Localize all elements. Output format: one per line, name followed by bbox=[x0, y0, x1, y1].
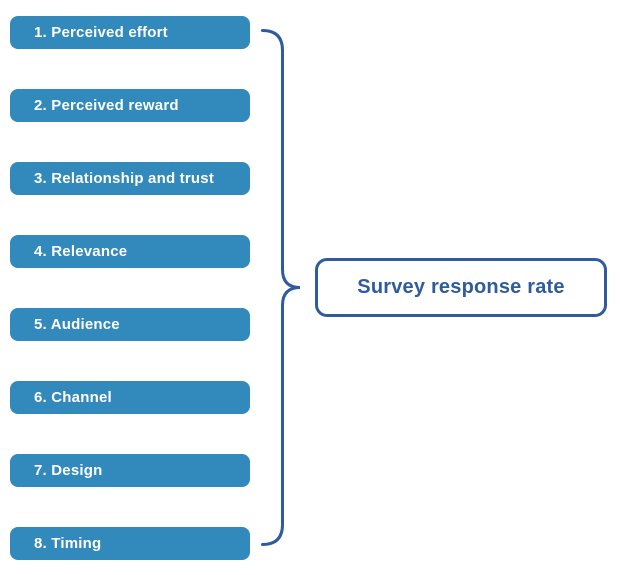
factor-box-4: 4. Relevance bbox=[10, 235, 250, 268]
result-box: Survey response rate bbox=[315, 258, 607, 317]
factor-box-7: 7. Design bbox=[10, 454, 250, 487]
result-label: Survey response rate bbox=[357, 276, 565, 298]
factor-box-6: 6. Channel bbox=[10, 381, 250, 414]
factor-list: 1. Perceived effort 2. Perceived reward … bbox=[10, 16, 250, 560]
factor-box-2: 2. Perceived reward bbox=[10, 89, 250, 122]
factor-box-1: 1. Perceived effort bbox=[10, 16, 250, 49]
factor-box-8: 8. Timing bbox=[10, 527, 250, 560]
factor-box-3: 3. Relationship and trust bbox=[10, 162, 250, 195]
factor-box-5: 5. Audience bbox=[10, 308, 250, 341]
